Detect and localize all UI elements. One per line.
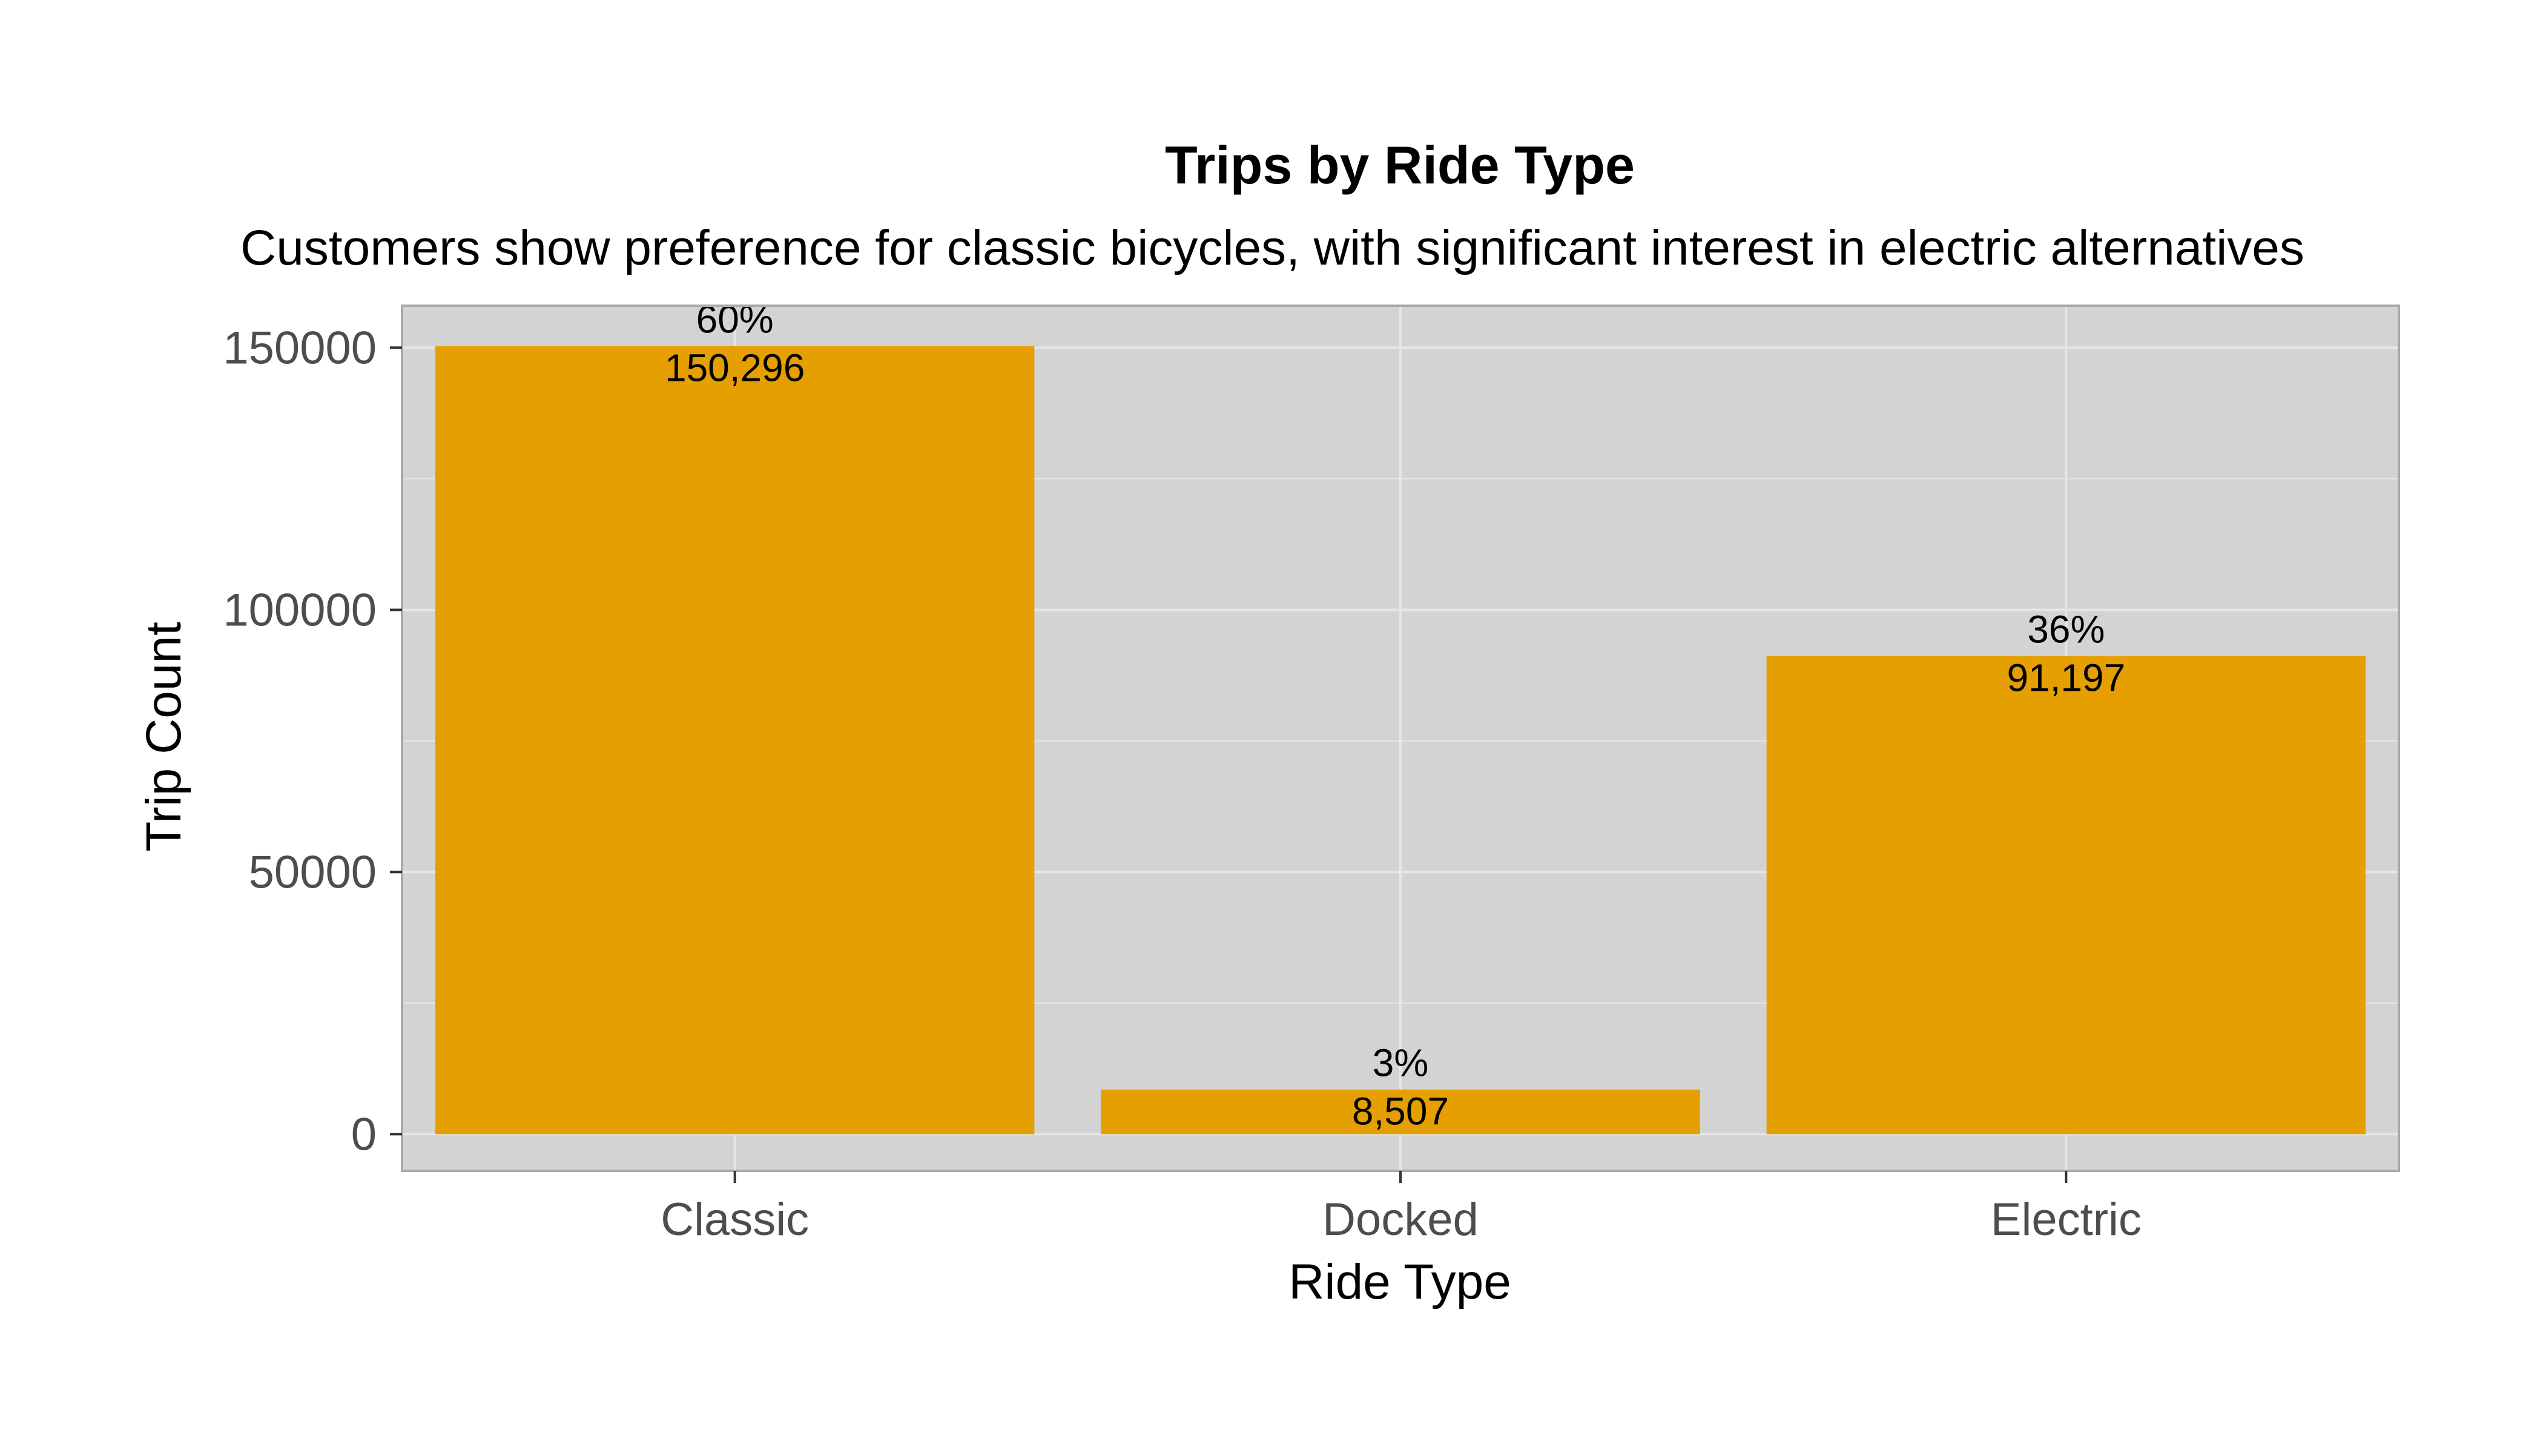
percent-label: 36% bbox=[2027, 608, 2105, 651]
bar-electric bbox=[1766, 656, 2366, 1135]
y-tick-label: 50000 bbox=[249, 846, 377, 898]
bar-docked bbox=[1101, 1089, 1700, 1135]
data-labels: 60% 150,296 3% 8,507 36% 91,197 bbox=[665, 298, 2125, 1133]
y-tick-label: 0 bbox=[351, 1108, 377, 1160]
y-tick-label: 150000 bbox=[223, 322, 377, 374]
percent-label: 3% bbox=[1373, 1041, 1429, 1085]
x-axis-title: Ride Type bbox=[1288, 1254, 1511, 1309]
axes: 0 50000 100000 150000 Classic Docked Electric bbox=[223, 322, 2142, 1245]
x-tick-label: Docked bbox=[1322, 1194, 1479, 1245]
x-tick-label: Electric bbox=[1991, 1194, 2142, 1245]
y-axis-title: Trip Count bbox=[136, 622, 191, 852]
percent-label: 60% bbox=[696, 298, 774, 341]
y-tick-label: 100000 bbox=[223, 584, 377, 636]
value-label: 8,507 bbox=[1352, 1090, 1449, 1133]
bar-classic bbox=[435, 346, 1035, 1135]
value-label: 150,296 bbox=[665, 346, 805, 390]
chart-title: Trips by Ride Type bbox=[1165, 135, 1635, 195]
bars bbox=[435, 346, 2366, 1135]
x-tick-label: Classic bbox=[661, 1194, 809, 1245]
value-label: 91,197 bbox=[2007, 656, 2125, 700]
chart-subtitle: Customers show preference for classic bi… bbox=[240, 220, 2304, 275]
